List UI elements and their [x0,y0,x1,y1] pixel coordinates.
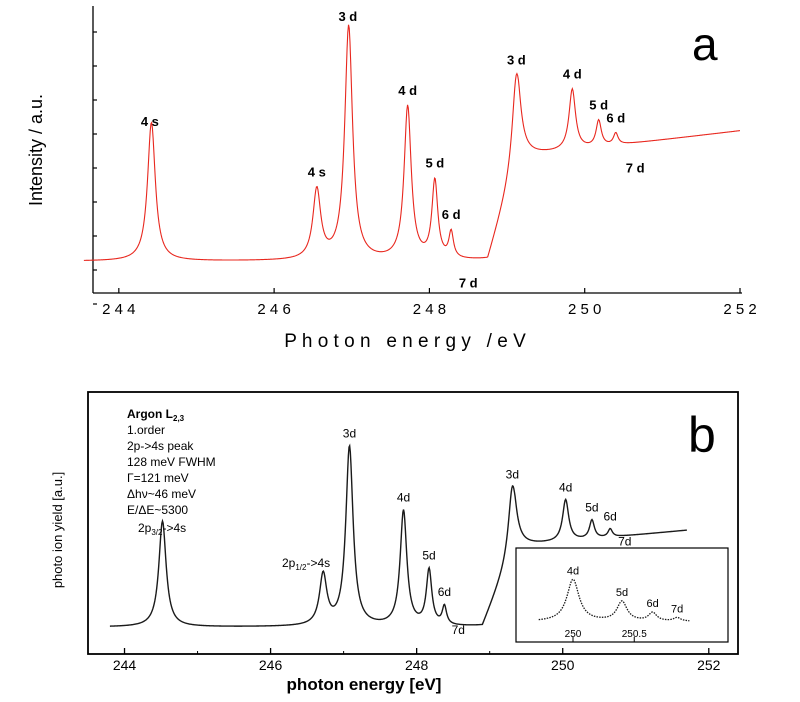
info-line-5: Δhν~46 meV [127,487,196,501]
panel-a-peak-label: 4 s [141,114,159,129]
assign-mid-sub: 1/2 [295,563,307,572]
inset-peak-labels: 4d 5d 6d 7d [567,565,683,615]
panel-a-peak-label: 3 d [338,9,357,24]
inset-peak-label: 7d [671,603,683,615]
panel-b-peak-label: 7d [452,623,465,637]
assign-left-main: 2p [138,521,152,535]
info-line-6: E/ΔE~5300 [127,503,188,517]
panel-b-x-label: photon energy [eV] [287,675,442,694]
panel-b-peak-label: 4d [559,480,572,494]
assign-mid-main: 2p [282,556,296,570]
panel-a-peak-label: 6 d [606,110,625,125]
panel-a-x-tick-label: 2 5 2 [723,301,756,318]
panel-b-peak-label: 6d [604,509,617,523]
panel-b-peak-label: 5d [585,501,598,515]
panel-a-x-tick-label: 2 4 4 [102,301,135,318]
panel-b-peak-label: 6d [438,585,451,599]
inset-peak-label: 5d [616,587,628,599]
inset-spectrum-dots [538,578,690,622]
panel-a-peak-label: 3 d [507,52,526,67]
assign-2p32-4s: 2p3/2->4s [138,521,186,537]
panel-a-y-label: Intensity / a.u. [26,94,46,206]
panel-b-peak-label: 3d [506,467,519,481]
inset-x-tick-label: 250.5 [622,629,647,640]
panel-b-peak-label: 3d [343,426,356,440]
panel-b-y-label: photo ion yield [a.u.] [50,472,65,588]
panel-a-peak-labels: 4 s4 s3 d4 d5 d6 d7 d3 d4 d5 d6 d7 d [141,9,645,291]
panel-b-inset: 250 250.5 4d 5d 6d 7d [515,547,729,643]
panel-b-x-tick-label: 244 [113,657,137,673]
panel-a-letter: a [692,18,718,70]
info-line-3: 128 meV FWHM [127,455,216,469]
panel-b-x-ticks: 244 246 248 250 252 [113,648,721,673]
panel-b-letter: b [688,407,716,463]
panel-b-x-tick-label: 246 [259,657,283,673]
panel-a-peak-label: 7 d [626,160,645,175]
panel-a-x-tick-label: 2 5 0 [568,301,601,318]
info-title-sub: 2,3 [173,414,185,423]
panel-b-peak-label: 4d [397,491,410,505]
info-title: Argon L2,3 [127,407,185,423]
panel-a-peak-label: 7 d [459,275,478,290]
info-line-2: 2p->4s peak [127,439,194,453]
panel-b-peak-label: 7d [618,534,631,548]
panel-b-peak-label: 5d [422,549,435,563]
panel-a-x-label: P h o t o n e n e r g y / e V [284,331,526,352]
assign-2p12-4s: 2p1/2->4s [282,556,330,572]
panel-a-peak-label: 6 d [442,207,461,222]
panel-b-frame [87,391,739,655]
info-line-1: 1.order [127,423,165,437]
panel-a-x-ticks: 2 4 4 2 4 6 2 4 8 2 5 0 2 5 2 [102,288,757,318]
panel-a: 2 4 4 2 4 6 2 4 8 2 5 0 2 5 2 4 s 4 s 3 d 4 d 5 … [26,6,757,352]
inset-peak-label: 4d [567,565,579,577]
panel-a-x-tick-label: 2 4 8 [413,301,446,318]
assign-left-tail: ->4s [162,521,186,535]
inset-x-ticks: 250 250.5 [565,629,647,642]
panel-b-x-tick-label: 252 [697,657,721,673]
inset-peak-label: 6d [647,598,659,610]
panel-b-spectrum-line [109,443,687,627]
inset-frame [515,547,729,643]
panel-b-x-tick-label: 250 [551,657,575,673]
info-line-4: Γ=121 meV [127,471,189,485]
panel-a-spectrum-line [83,24,741,261]
panel-a-peak-label: 4 s [308,164,326,179]
panel-a-peak-label: 5 d [425,156,444,171]
info-title-main: Argon L [127,407,173,421]
panel-a-peak-label: 5 d [589,97,608,112]
panel-a-x-tick-label: 2 4 6 [257,301,290,318]
panel-a-y-ticks [93,31,97,305]
panel-a-peak-label: 4 d [398,83,417,98]
panel-a-peak-label: 4 d [563,67,582,82]
panel-b-info-block: Argon L2,3 1.order 2p->4s peak 128 meV F… [127,407,216,517]
inset-x-tick-label: 250 [565,629,582,640]
panel-b-x-tick-label: 248 [405,657,429,673]
assign-left-sub: 3/2 [151,528,163,537]
assign-mid-tail: ->4s [306,556,330,570]
